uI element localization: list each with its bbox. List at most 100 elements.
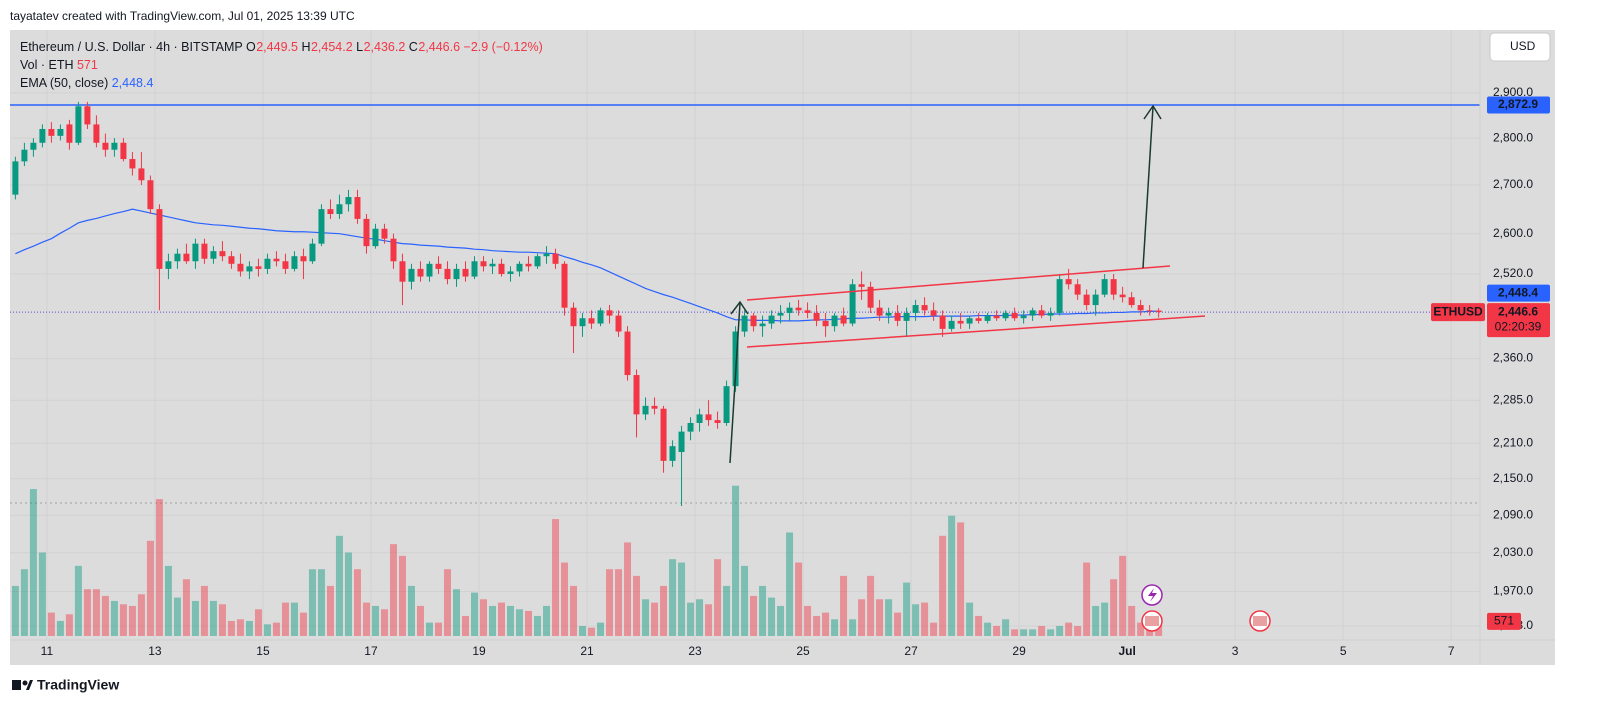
volume-bar (885, 599, 893, 636)
ema-tag-bg (1487, 284, 1550, 302)
volume-bar (398, 555, 406, 636)
volume-bar (164, 565, 172, 636)
symbol-title: Ethereum / U.S. Dollar · 4h · BITSTAMP (20, 40, 243, 54)
candle-body (615, 315, 622, 332)
volume-bar (525, 610, 533, 636)
volume-bar (1137, 622, 1145, 636)
x-tick-label: 15 (256, 644, 270, 658)
volume-bar (948, 515, 956, 636)
candle-body (543, 253, 550, 257)
volume-bar (389, 544, 397, 636)
candle-body (1155, 310, 1162, 313)
candle-body (318, 209, 325, 244)
y-tick-label: 2,285.0 (1493, 392, 1533, 406)
logo-mark (22, 680, 28, 686)
candle-body (426, 263, 433, 277)
volume-bar (831, 619, 839, 636)
candle-body (1101, 279, 1108, 295)
candle-body (219, 251, 226, 257)
candle-body (957, 320, 964, 324)
ema-value: 2,448.4 (111, 76, 154, 90)
plot-area (10, 30, 1480, 640)
candle-body (309, 243, 316, 262)
volume-bar (759, 585, 767, 636)
candle-body (381, 228, 388, 239)
candle-body (156, 209, 163, 269)
candle-body (174, 253, 181, 262)
x-tick-label: 23 (688, 644, 702, 658)
candle-body (741, 315, 748, 332)
legend-row: Ethereum / U.S. Dollar · 4h · BITSTAMP O… (20, 38, 543, 56)
volume-bar (443, 569, 451, 636)
volume-bar (362, 602, 370, 636)
candle-body (1029, 310, 1036, 316)
x-tick-label: 3 (1232, 644, 1239, 658)
candle-body (723, 386, 730, 423)
candle-body (1038, 310, 1045, 316)
volume-bar (516, 609, 524, 636)
volume-bar (543, 605, 551, 636)
candle-body (831, 315, 838, 327)
ohlc-value: 2,436.2 (363, 40, 406, 54)
candle-body (435, 263, 442, 269)
volume-bar (606, 569, 614, 636)
candle-body (498, 263, 505, 274)
candle-body (552, 253, 559, 264)
y-tick-label: 2,030.0 (1493, 545, 1533, 559)
volume-bar (624, 542, 632, 636)
candle-body (390, 238, 397, 262)
candle-body (732, 331, 739, 387)
candle-body (1065, 279, 1072, 285)
candle-body (102, 142, 109, 150)
arrow-line (729, 302, 741, 464)
volume-bar (570, 585, 578, 636)
candle-body (282, 261, 289, 269)
y-tick-label: 2,700.0 (1493, 177, 1533, 191)
candle-body (660, 408, 667, 461)
ema-tag: 2,448.4 (1498, 285, 1538, 299)
volume-bar (326, 585, 334, 636)
candle-body (705, 414, 712, 421)
candle-body (354, 197, 361, 219)
channel-upper (746, 265, 1171, 301)
volume-bar (651, 602, 659, 636)
volume-bar (876, 599, 884, 636)
candle-body (822, 320, 829, 327)
volume-bar (200, 585, 208, 636)
volume-bar (56, 620, 64, 636)
ohlc-value: 2,449.5 (256, 40, 298, 54)
volume-bar (1056, 625, 1064, 636)
volume-bar (723, 585, 731, 636)
legend: Ethereum / U.S. Dollar · 4h · BITSTAMP O… (20, 38, 543, 92)
candle-body (606, 310, 613, 316)
volume-bar (1119, 555, 1127, 636)
ohlc-value: 2,446.6 (418, 40, 461, 54)
volume-bar (227, 620, 235, 636)
volume-bar (804, 605, 812, 636)
volume-bar (867, 575, 875, 636)
candle-body (786, 307, 793, 313)
volume-bar (353, 569, 361, 636)
candle-body (561, 263, 568, 308)
volume-bar (1092, 605, 1100, 636)
volume-bar (92, 589, 100, 636)
ema-line (15, 208, 1159, 322)
flag-glyph (1253, 616, 1267, 626)
x-tick-label: 29 (1012, 644, 1026, 658)
candle-body (993, 315, 1000, 319)
ohlc-key: C (408, 40, 418, 54)
volume-bar (83, 589, 91, 636)
volume-bar (858, 599, 866, 636)
volume-bar (461, 615, 469, 636)
last-price-tag-bg (1487, 303, 1550, 338)
volume-bar (687, 602, 695, 636)
volume-bar (849, 619, 857, 636)
currency-button[interactable] (1489, 32, 1551, 62)
candle-body (642, 405, 649, 415)
y-tick-label: 2,800.0 (1493, 130, 1533, 144)
candle-body (867, 286, 874, 308)
volume-bar (155, 499, 163, 636)
candle-body (1092, 294, 1099, 306)
volume-bar (11, 585, 19, 636)
